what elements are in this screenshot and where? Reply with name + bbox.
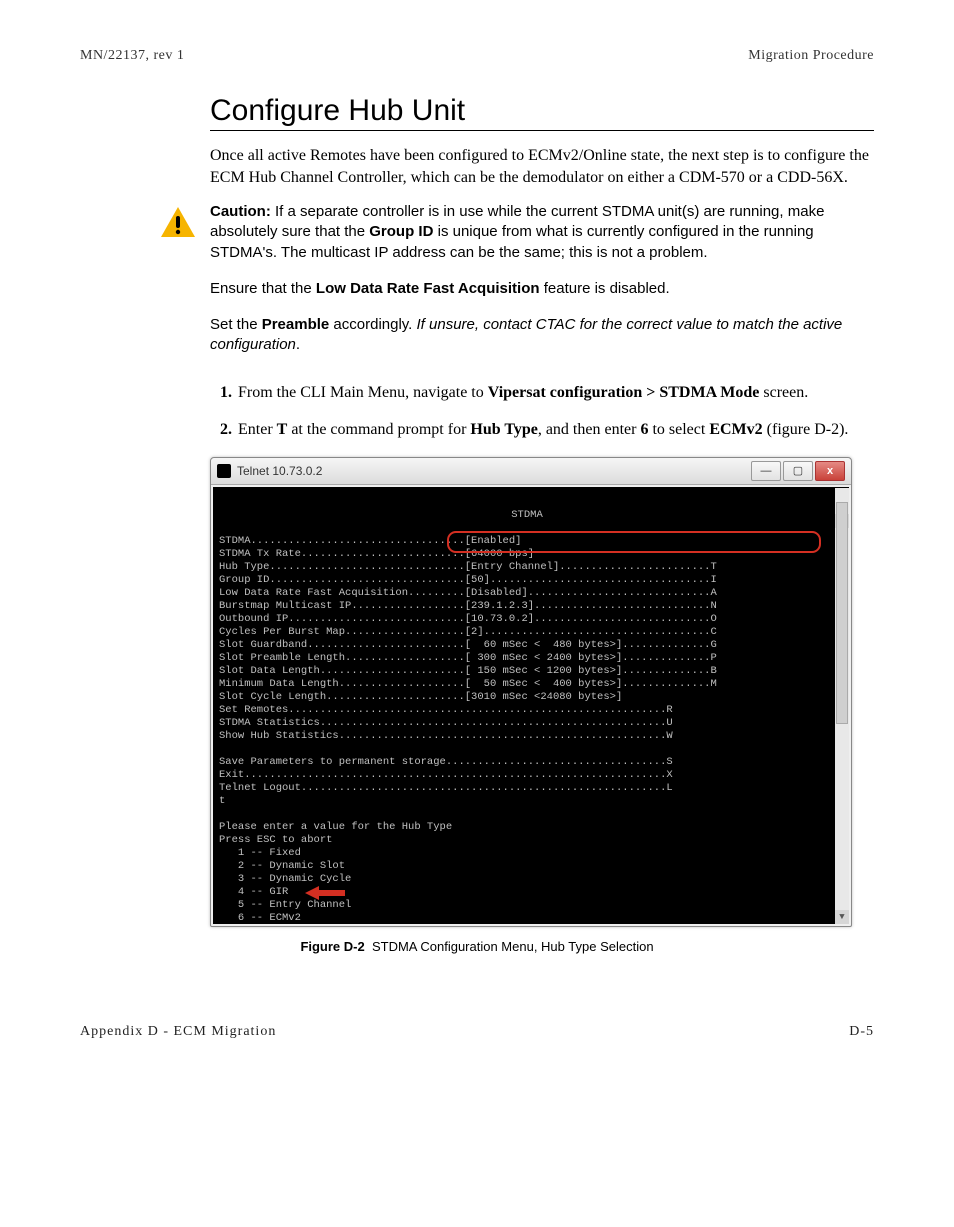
- step-2-d: Hub Type: [470, 421, 537, 438]
- line-20: Telnet Logout...........................…: [219, 782, 673, 794]
- terminal-heading: STDMA: [219, 509, 835, 522]
- terminal-icon: [217, 464, 231, 478]
- line-08: Cycles Per Burst Map...................[…: [219, 626, 717, 638]
- intro-paragraph: Once all active Remotes have been config…: [210, 145, 874, 188]
- close-button[interactable]: x: [815, 461, 845, 481]
- line-19: Exit....................................…: [219, 769, 673, 781]
- caution-label: Caution:: [210, 203, 271, 220]
- header-right: Migration Procedure: [748, 48, 874, 64]
- step-2: 2. Enter T at the command prompt for Hub…: [210, 419, 874, 441]
- titlebar: Telnet 10.73.0.2 — ▢ x: [211, 458, 851, 485]
- terminal-body[interactable]: STDMA STDMA.............................…: [213, 487, 849, 924]
- step-2-h: ECMv2: [709, 421, 762, 438]
- scrollbar[interactable]: ▲ ▼: [835, 488, 849, 924]
- line-21: t: [219, 795, 225, 807]
- caution-p3-a: Set the: [210, 316, 262, 333]
- window-buttons: — ▢ x: [751, 461, 845, 481]
- window-title: Telnet 10.73.0.2: [237, 464, 322, 478]
- line-24: Press ESC to abort: [219, 834, 332, 846]
- terminal-window: Telnet 10.73.0.2 — ▢ x STDMA STDMA......…: [210, 457, 852, 927]
- warning-icon: [160, 206, 196, 238]
- scroll-down-icon[interactable]: ▼: [835, 910, 849, 924]
- step-1: 1. From the CLI Main Menu, navigate to V…: [210, 382, 874, 404]
- running-header: MN/22137, rev 1 Migration Procedure: [80, 48, 874, 64]
- line-03: Hub Type...............................[…: [219, 561, 717, 573]
- line-05: Low Data Rate Fast Acquisition.........[…: [219, 587, 717, 599]
- line-29: 5 -- Entry Channel: [219, 899, 351, 911]
- line-12: Minimum Data Length....................[…: [219, 678, 717, 690]
- line-30: 6 -- ECMv2: [219, 912, 301, 924]
- line-14: Set Remotes.............................…: [219, 704, 673, 716]
- content: Configure Hub Unit Once all active Remot…: [210, 94, 874, 188]
- annotation-arrow-icon: [305, 886, 345, 900]
- line-10: Slot Preamble Length...................[…: [219, 652, 717, 664]
- caution-p3-e: .: [296, 336, 300, 353]
- caution-p3-c: accordingly.: [329, 316, 416, 333]
- steps: 1. From the CLI Main Menu, navigate to V…: [210, 382, 874, 441]
- scroll-thumb[interactable]: [836, 502, 848, 724]
- caution-p2-c: feature is disabled.: [540, 280, 670, 297]
- page-title: Configure Hub Unit: [210, 94, 874, 131]
- line-18: Save Parameters to permanent storage....…: [219, 756, 673, 768]
- page: MN/22137, rev 1 Migration Procedure Conf…: [0, 0, 954, 1080]
- step-2-i: (figure D-2).: [763, 421, 849, 438]
- line-26: 2 -- Dynamic Slot: [219, 860, 345, 872]
- line-13: Slot Cycle Length......................[…: [219, 691, 622, 703]
- step-1-a: From the CLI Main Menu, navigate to: [238, 384, 488, 401]
- line-01: STDMA..................................[…: [219, 535, 521, 547]
- caution-block: Caution: If a separate controller is in …: [80, 202, 874, 372]
- step-2-c: at the command prompt for: [287, 421, 470, 438]
- footer: Appendix D - ECM Migration D-5: [80, 1024, 874, 1040]
- line-04: Group ID...............................[…: [219, 574, 717, 586]
- maximize-button[interactable]: ▢: [783, 461, 813, 481]
- titlebar-left: Telnet 10.73.0.2: [217, 464, 322, 478]
- caution-text: Caution: If a separate controller is in …: [210, 202, 874, 372]
- caution-p1-b: Group ID: [369, 223, 433, 240]
- caution-p2-a: Ensure that the: [210, 280, 316, 297]
- line-27: 3 -- Dynamic Cycle: [219, 873, 351, 885]
- line-09: Slot Guardband.........................[…: [219, 639, 717, 651]
- line-06: Burstmap Multicast IP..................[…: [219, 600, 717, 612]
- step-2-e: , and then enter: [538, 421, 641, 438]
- step-2-a: Enter: [238, 421, 277, 438]
- line-23: Please enter a value for the Hub Type: [219, 821, 452, 833]
- line-02: STDMA Tx Rate..........................[…: [219, 548, 534, 560]
- step-1-num: 1.: [210, 382, 232, 404]
- caution-p2: Ensure that the Low Data Rate Fast Acqui…: [210, 279, 874, 299]
- minimize-button[interactable]: —: [751, 461, 781, 481]
- step-1-text: From the CLI Main Menu, navigate to Vipe…: [238, 382, 808, 404]
- line-07: Outbound IP............................[…: [219, 613, 717, 625]
- caution-p3-b: Preamble: [262, 316, 330, 333]
- header-left: MN/22137, rev 1: [80, 48, 184, 64]
- step-2-text: Enter T at the command prompt for Hub Ty…: [238, 419, 848, 441]
- caution-p3: Set the Preamble accordingly. If unsure,…: [210, 315, 874, 356]
- line-15: STDMA Statistics........................…: [219, 717, 673, 729]
- step-1-b: Vipersat configuration > STDMA Mode: [488, 384, 760, 401]
- line-25: 1 -- Fixed: [219, 847, 301, 859]
- line-16: Show Hub Statistics.....................…: [219, 730, 673, 742]
- line-11: Slot Data Length.......................[…: [219, 665, 717, 677]
- step-2-num: 2.: [210, 419, 232, 441]
- caution-p2-b: Low Data Rate Fast Acquisition: [316, 280, 540, 297]
- line-28: 4 -- GIR: [219, 886, 288, 898]
- step-2-b: T: [277, 421, 288, 438]
- caution-p1: Caution: If a separate controller is in …: [210, 202, 874, 263]
- step-1-c: screen.: [759, 384, 808, 401]
- footer-right: D-5: [849, 1024, 874, 1040]
- step-2-g: to select: [648, 421, 709, 438]
- footer-left: Appendix D - ECM Migration: [80, 1024, 276, 1040]
